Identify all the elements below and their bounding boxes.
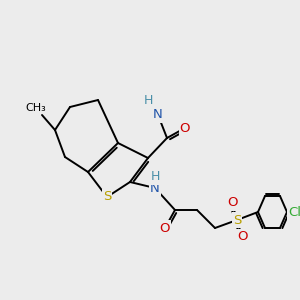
Text: S: S xyxy=(233,214,241,226)
Text: O: O xyxy=(237,230,247,244)
Text: H: H xyxy=(150,170,160,184)
Text: S: S xyxy=(103,190,111,203)
Text: O: O xyxy=(180,122,190,134)
Text: O: O xyxy=(160,221,170,235)
Text: N: N xyxy=(153,109,163,122)
Text: N: N xyxy=(150,182,160,194)
Text: O: O xyxy=(227,196,237,209)
Text: Cl: Cl xyxy=(289,206,300,218)
Text: H: H xyxy=(143,94,153,106)
Text: CH₃: CH₃ xyxy=(26,103,46,113)
